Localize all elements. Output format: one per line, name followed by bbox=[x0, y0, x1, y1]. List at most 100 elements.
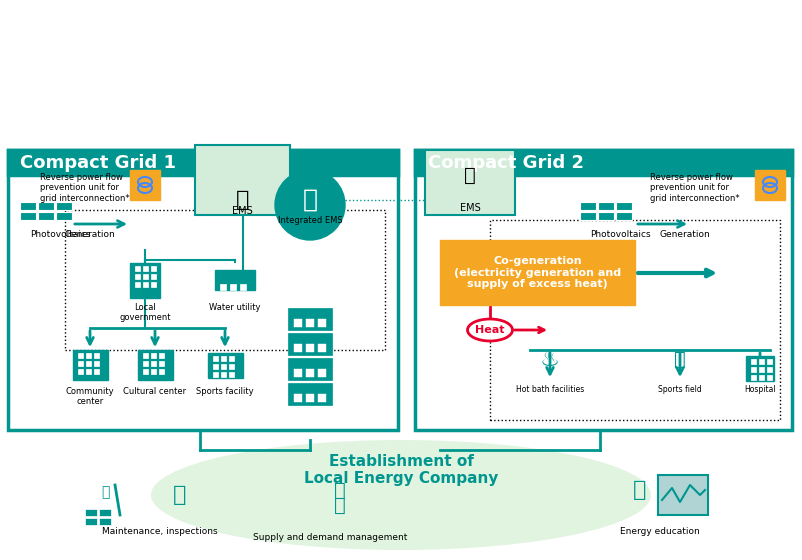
FancyBboxPatch shape bbox=[8, 150, 398, 175]
FancyBboxPatch shape bbox=[151, 265, 156, 270]
FancyBboxPatch shape bbox=[580, 212, 596, 220]
Bar bbox=[65, 210, 385, 350]
FancyBboxPatch shape bbox=[94, 353, 99, 358]
Text: Water utility: Water utility bbox=[209, 303, 261, 312]
FancyBboxPatch shape bbox=[415, 150, 792, 175]
FancyBboxPatch shape bbox=[94, 369, 99, 374]
Text: Compact Grid 2: Compact Grid 2 bbox=[428, 154, 584, 172]
FancyBboxPatch shape bbox=[306, 394, 314, 402]
FancyBboxPatch shape bbox=[294, 394, 302, 402]
FancyBboxPatch shape bbox=[658, 475, 708, 515]
Text: Local
government: Local government bbox=[119, 303, 171, 323]
FancyBboxPatch shape bbox=[318, 394, 326, 402]
FancyBboxPatch shape bbox=[151, 361, 156, 366]
FancyBboxPatch shape bbox=[85, 518, 97, 525]
Text: 🖥: 🖥 bbox=[464, 166, 476, 184]
FancyBboxPatch shape bbox=[215, 270, 255, 290]
FancyBboxPatch shape bbox=[135, 265, 140, 270]
FancyBboxPatch shape bbox=[137, 350, 172, 380]
Text: 🖥: 🖥 bbox=[236, 190, 249, 210]
FancyBboxPatch shape bbox=[759, 366, 764, 371]
FancyBboxPatch shape bbox=[78, 369, 83, 374]
FancyBboxPatch shape bbox=[751, 358, 756, 363]
FancyBboxPatch shape bbox=[38, 212, 54, 220]
Text: Sports field: Sports field bbox=[658, 385, 702, 394]
FancyBboxPatch shape bbox=[755, 170, 785, 200]
FancyBboxPatch shape bbox=[151, 273, 156, 278]
FancyBboxPatch shape bbox=[221, 371, 225, 376]
FancyBboxPatch shape bbox=[159, 361, 164, 366]
Text: Reverse power flow
prevention unit for
grid interconnection*: Reverse power flow prevention unit for g… bbox=[40, 173, 130, 203]
Text: Sports facility: Sports facility bbox=[196, 387, 253, 396]
FancyBboxPatch shape bbox=[751, 375, 756, 380]
FancyBboxPatch shape bbox=[294, 319, 302, 327]
FancyBboxPatch shape bbox=[318, 344, 326, 352]
Text: Cultural center: Cultural center bbox=[124, 387, 187, 396]
FancyBboxPatch shape bbox=[213, 363, 217, 368]
FancyBboxPatch shape bbox=[288, 383, 332, 405]
FancyBboxPatch shape bbox=[759, 375, 764, 380]
FancyBboxPatch shape bbox=[56, 202, 72, 210]
FancyBboxPatch shape bbox=[143, 353, 148, 358]
FancyBboxPatch shape bbox=[229, 356, 233, 361]
FancyBboxPatch shape bbox=[78, 361, 83, 366]
FancyBboxPatch shape bbox=[294, 369, 302, 377]
Text: Hot bath facilities: Hot bath facilities bbox=[516, 385, 584, 394]
Text: Hospital: Hospital bbox=[744, 385, 776, 394]
FancyBboxPatch shape bbox=[318, 319, 326, 327]
FancyBboxPatch shape bbox=[143, 282, 148, 287]
FancyBboxPatch shape bbox=[72, 350, 107, 380]
FancyBboxPatch shape bbox=[135, 273, 140, 278]
FancyBboxPatch shape bbox=[56, 212, 72, 220]
FancyBboxPatch shape bbox=[288, 308, 332, 330]
Text: Heat: Heat bbox=[476, 325, 504, 335]
Ellipse shape bbox=[151, 440, 651, 550]
FancyBboxPatch shape bbox=[38, 202, 54, 210]
FancyBboxPatch shape bbox=[751, 366, 756, 371]
FancyBboxPatch shape bbox=[86, 369, 91, 374]
FancyBboxPatch shape bbox=[616, 202, 632, 210]
FancyBboxPatch shape bbox=[151, 353, 156, 358]
FancyBboxPatch shape bbox=[598, 212, 614, 220]
FancyBboxPatch shape bbox=[94, 361, 99, 366]
FancyBboxPatch shape bbox=[306, 319, 314, 327]
FancyBboxPatch shape bbox=[230, 284, 236, 290]
FancyBboxPatch shape bbox=[767, 358, 772, 363]
FancyBboxPatch shape bbox=[306, 369, 314, 377]
Text: ♨: ♨ bbox=[540, 350, 560, 370]
FancyBboxPatch shape bbox=[213, 356, 217, 361]
FancyBboxPatch shape bbox=[86, 353, 91, 358]
Text: Community
center: Community center bbox=[66, 387, 115, 407]
FancyBboxPatch shape bbox=[229, 363, 233, 368]
FancyBboxPatch shape bbox=[8, 150, 398, 430]
Text: 💻: 💻 bbox=[334, 496, 346, 515]
FancyBboxPatch shape bbox=[759, 358, 764, 363]
FancyBboxPatch shape bbox=[151, 282, 156, 287]
FancyBboxPatch shape bbox=[288, 333, 332, 355]
FancyBboxPatch shape bbox=[229, 371, 233, 376]
FancyBboxPatch shape bbox=[318, 369, 326, 377]
FancyBboxPatch shape bbox=[767, 375, 772, 380]
FancyBboxPatch shape bbox=[99, 509, 111, 516]
Text: EMS: EMS bbox=[460, 203, 480, 213]
Bar bbox=[490, 220, 780, 420]
Text: 🏟: 🏟 bbox=[674, 350, 686, 369]
FancyBboxPatch shape bbox=[195, 145, 290, 215]
Text: 🌀: 🌀 bbox=[101, 485, 109, 499]
Text: Photovoltaics: Photovoltaics bbox=[590, 230, 650, 239]
FancyBboxPatch shape bbox=[425, 150, 515, 215]
FancyBboxPatch shape bbox=[78, 353, 83, 358]
Text: 🧑: 🧑 bbox=[334, 480, 346, 500]
FancyBboxPatch shape bbox=[415, 150, 792, 430]
FancyBboxPatch shape bbox=[130, 263, 160, 297]
Text: Generation: Generation bbox=[65, 230, 115, 239]
FancyBboxPatch shape bbox=[143, 369, 148, 374]
Text: Supply and demand management: Supply and demand management bbox=[253, 534, 407, 543]
FancyBboxPatch shape bbox=[306, 344, 314, 352]
FancyBboxPatch shape bbox=[135, 282, 140, 287]
FancyBboxPatch shape bbox=[240, 284, 246, 290]
Text: Integrated EMS: Integrated EMS bbox=[277, 216, 342, 225]
FancyBboxPatch shape bbox=[213, 371, 217, 376]
Text: 🧑: 🧑 bbox=[173, 485, 187, 505]
FancyBboxPatch shape bbox=[221, 356, 225, 361]
